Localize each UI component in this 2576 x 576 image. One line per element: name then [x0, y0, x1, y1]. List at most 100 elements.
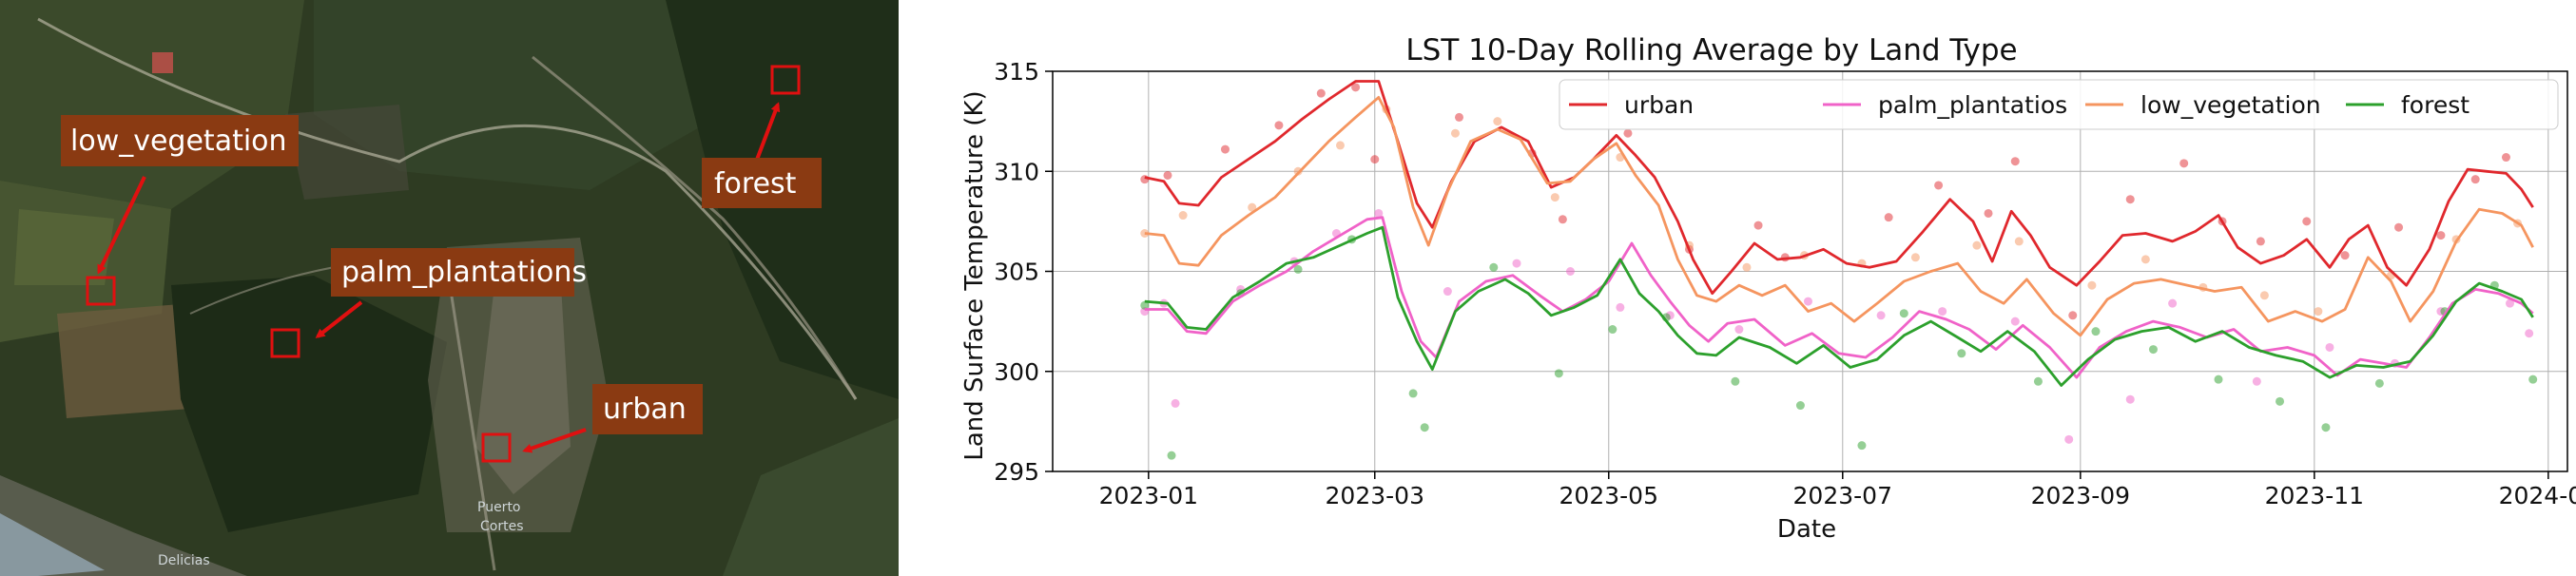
data-point-palm_plantatios	[2125, 394, 2135, 404]
data-point-urban	[1274, 121, 1284, 130]
data-point-palm_plantatios	[1616, 302, 1625, 312]
data-point-low_vegetation	[1335, 141, 1345, 150]
data-point-low_vegetation	[1742, 262, 1752, 272]
data-point-low_vegetation	[1178, 211, 1188, 221]
data-point-urban	[1753, 221, 1763, 230]
y-tick-label: 315	[994, 58, 1039, 86]
data-point-palm_plantatios	[2252, 376, 2261, 386]
marker-forest	[770, 65, 801, 95]
data-point-urban	[1934, 181, 1944, 190]
data-point-palm_plantatios	[2325, 342, 2334, 352]
data-point-low_vegetation	[1972, 240, 1982, 250]
data-point-forest	[2321, 423, 2331, 432]
data-point-low_vegetation	[2087, 280, 2097, 290]
label-urban: urban	[603, 393, 687, 426]
data-point-palm_plantatios	[1374, 208, 1384, 218]
label-palm-plantations: palm_plantations	[341, 256, 587, 289]
data-point-palm_plantatios	[1565, 267, 1575, 276]
data-point-forest	[2374, 378, 2384, 388]
data-point-low_vegetation	[1550, 193, 1559, 202]
x-tick-label: 2023-11	[2265, 482, 2364, 509]
y-tick-label: 295	[994, 458, 1039, 486]
data-point-forest	[1857, 441, 1867, 451]
legend-label: low_vegetation	[2140, 91, 2321, 119]
data-point-palm_plantatios	[2064, 434, 2074, 444]
arrow-palm-plantations	[315, 300, 363, 338]
data-point-low_vegetation	[2014, 237, 2024, 246]
x-axis-ticks: 2023-01 2023-03 2023-05 2023-07 2023-09 2023-…	[1099, 471, 2576, 509]
data-point-forest	[2214, 374, 2223, 384]
legend: urban palm_plantatios low_vegetation forest	[1559, 79, 2559, 130]
data-point-urban	[1351, 83, 1361, 92]
data-point-urban	[2470, 175, 2480, 184]
data-point-forest	[1140, 300, 1150, 310]
place-name-puerto: Puerto	[477, 500, 521, 515]
data-point-forest	[1554, 369, 1563, 378]
data-point-forest	[1795, 401, 1805, 411]
data-point-urban	[1220, 144, 1230, 154]
data-point-forest	[2033, 376, 2043, 386]
data-point-urban	[2125, 195, 2135, 204]
y-axis-label: Land Surface Temperature (K)	[960, 90, 989, 460]
data-point-low_vegetation	[1493, 117, 1502, 126]
place-name-delicias: Delicias	[158, 553, 210, 568]
y-tick-label: 310	[994, 158, 1039, 185]
data-point-forest	[1420, 423, 1429, 432]
data-point-low_vegetation	[2140, 255, 2150, 264]
x-axis-label: Date	[1777, 515, 1836, 544]
label-box-palm-plantations	[331, 248, 574, 297]
lst-line-chart: 2023-01 2023-03 2023-05 2023-07 2023-09 2023-…	[960, 33, 2576, 544]
label-box-forest	[702, 158, 822, 208]
chart-title: LST 10-Day Rolling Average by Land Type	[1405, 33, 2017, 67]
data-point-forest	[2091, 327, 2101, 336]
grid-lines	[1053, 70, 2567, 472]
data-point-urban	[1984, 208, 1993, 218]
data-point-urban	[1454, 112, 1463, 122]
data-point-urban	[1558, 215, 1567, 224]
arrow-forest	[755, 102, 781, 161]
legend-label: forest	[2401, 91, 2469, 119]
place-name-cortes: Cortes	[480, 519, 524, 534]
series-line-low_vegetation	[1144, 96, 2534, 337]
data-point-urban	[2010, 157, 2020, 166]
data-point-forest	[1293, 264, 1303, 274]
data-point-palm_plantatios	[1803, 297, 1812, 306]
series-line-palm_plantatios	[1144, 216, 2534, 379]
y-axis-ticks: 295 300 305 310 315	[994, 58, 1053, 486]
x-tick-label: 2024-01	[2499, 482, 2576, 509]
y-tick-label: 300	[994, 358, 1039, 386]
data-point-palm_plantatios	[2525, 329, 2534, 338]
data-point-urban	[2256, 237, 2265, 246]
label-low-vegetation: low_vegetation	[70, 125, 287, 158]
series-lines	[1144, 80, 2534, 387]
data-point-low_vegetation	[1910, 253, 1920, 262]
data-point-palm_plantatios	[1938, 307, 1947, 317]
data-point-urban	[2394, 222, 2404, 232]
data-point-forest	[1489, 262, 1499, 272]
data-point-urban	[1370, 155, 1380, 164]
data-point-palm_plantatios	[1443, 287, 1452, 297]
x-tick-label: 2023-09	[2031, 482, 2130, 509]
data-point-low_vegetation	[1450, 128, 1460, 138]
data-point-forest	[1899, 309, 1908, 318]
data-point-low_vegetation	[1140, 229, 1150, 239]
satellite-image: Puerto Cortes Delicias low_vegetation pa…	[0, 0, 899, 576]
data-point-urban	[2340, 251, 2350, 260]
legend-label: urban	[1624, 91, 1694, 119]
data-point-palm_plantatios	[1734, 325, 1744, 335]
data-point-palm_plantatios	[1876, 311, 1886, 320]
series-line-forest	[1144, 225, 2534, 387]
data-point-urban	[2179, 159, 2189, 168]
legend-label: palm_plantatios	[1878, 91, 2067, 119]
marker-palm-plantations	[270, 328, 300, 358]
data-point-forest	[1408, 389, 1418, 398]
y-tick-label: 305	[994, 259, 1039, 286]
data-point-forest	[2148, 345, 2158, 355]
x-tick-label: 2023-03	[1326, 482, 1424, 509]
data-point-palm_plantatios	[1171, 398, 1180, 408]
data-point-urban	[1316, 88, 1326, 98]
arrow-low-vegetation	[97, 176, 146, 275]
scatter-points	[1140, 83, 2538, 460]
data-point-palm_plantatios	[2506, 298, 2515, 308]
marker-low-vegetation	[86, 276, 116, 306]
